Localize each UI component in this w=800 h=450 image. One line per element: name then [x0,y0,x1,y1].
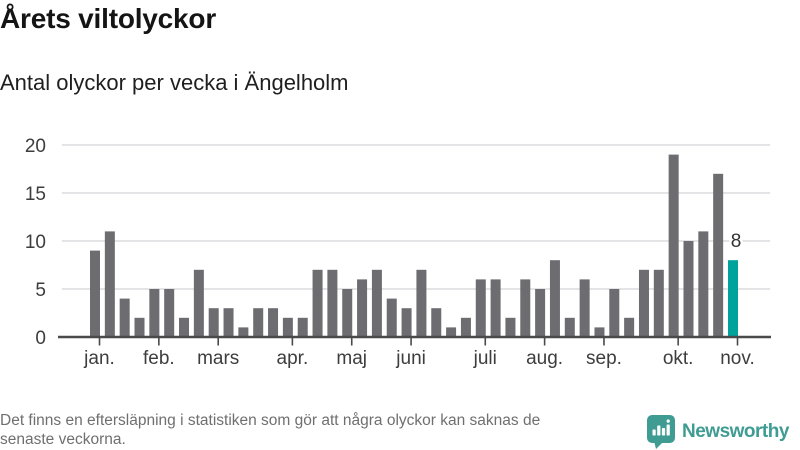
y-tick-label: 20 [25,136,46,157]
bar [134,317,145,337]
footnote: Det finns en eftersläpning i statistiken… [0,411,540,449]
bar [282,317,293,337]
month-label: feb. [143,348,175,369]
bar [164,289,175,337]
month-label: juli [473,348,497,369]
bar [653,269,664,337]
bar [371,269,382,337]
y-tick-label: 0 [35,328,46,349]
chart-subtitle: Antal olyckor per vecka i Ängelholm [0,70,349,95]
newsworthy-bubble-chart-icon [647,415,675,449]
bar [431,308,442,337]
bar [104,231,115,337]
bar [268,308,279,337]
bar [223,308,234,337]
month-label: mars [197,348,239,369]
bar [535,289,546,337]
footnote-line-2: senaste veckorna. [0,431,126,448]
bar [490,279,501,337]
bar [297,317,308,337]
bar [179,317,190,337]
bar [683,241,694,337]
bar-value-label: 8 [731,231,742,252]
month-label: jan. [83,348,115,369]
bar [149,289,160,337]
bar [312,269,323,337]
bar [505,317,516,337]
bar [401,308,412,337]
newsworthy-wordmark: Newsworthy [682,421,789,442]
highlighted-bar [728,260,738,337]
bar [208,308,219,337]
month-label: okt. [663,348,694,369]
bar [624,317,635,337]
bar [609,289,620,337]
bar [342,289,353,337]
month-label: aug. [526,348,563,369]
month-label: nov. [720,348,755,369]
weekly-bar-chart: 0 5 10 15 20 jan. feb. mars apr. maj juni juli aug. s… [25,136,771,369]
newsworthy-logo: Newsworthy [647,415,789,449]
bar [460,317,471,337]
month-label: apr. [277,348,309,369]
y-tick-label: 10 [25,232,46,253]
y-tick-label: 15 [25,184,46,205]
bar [520,279,531,337]
footnote-line-1: Det finns en eftersläpning i statistiken… [0,412,541,429]
bar [253,308,264,337]
bar [357,279,368,337]
month-label: maj [336,348,367,369]
bar [638,269,649,337]
bar [446,327,457,337]
bar [238,327,249,337]
bar [386,298,397,337]
bar [475,279,486,337]
bar [119,298,130,337]
bar [193,269,204,337]
bar [713,173,724,337]
bar [327,269,338,337]
bar [549,260,560,337]
bar [594,327,605,337]
bar [668,154,679,337]
month-label: sep. [586,348,622,369]
page-title: Årets viltolyckor [0,3,217,34]
bar [90,250,100,337]
bar [698,231,709,337]
month-label: juni [395,348,426,369]
y-tick-label: 5 [35,280,46,301]
bar [416,269,427,337]
bar [564,317,575,337]
bar [579,279,590,337]
